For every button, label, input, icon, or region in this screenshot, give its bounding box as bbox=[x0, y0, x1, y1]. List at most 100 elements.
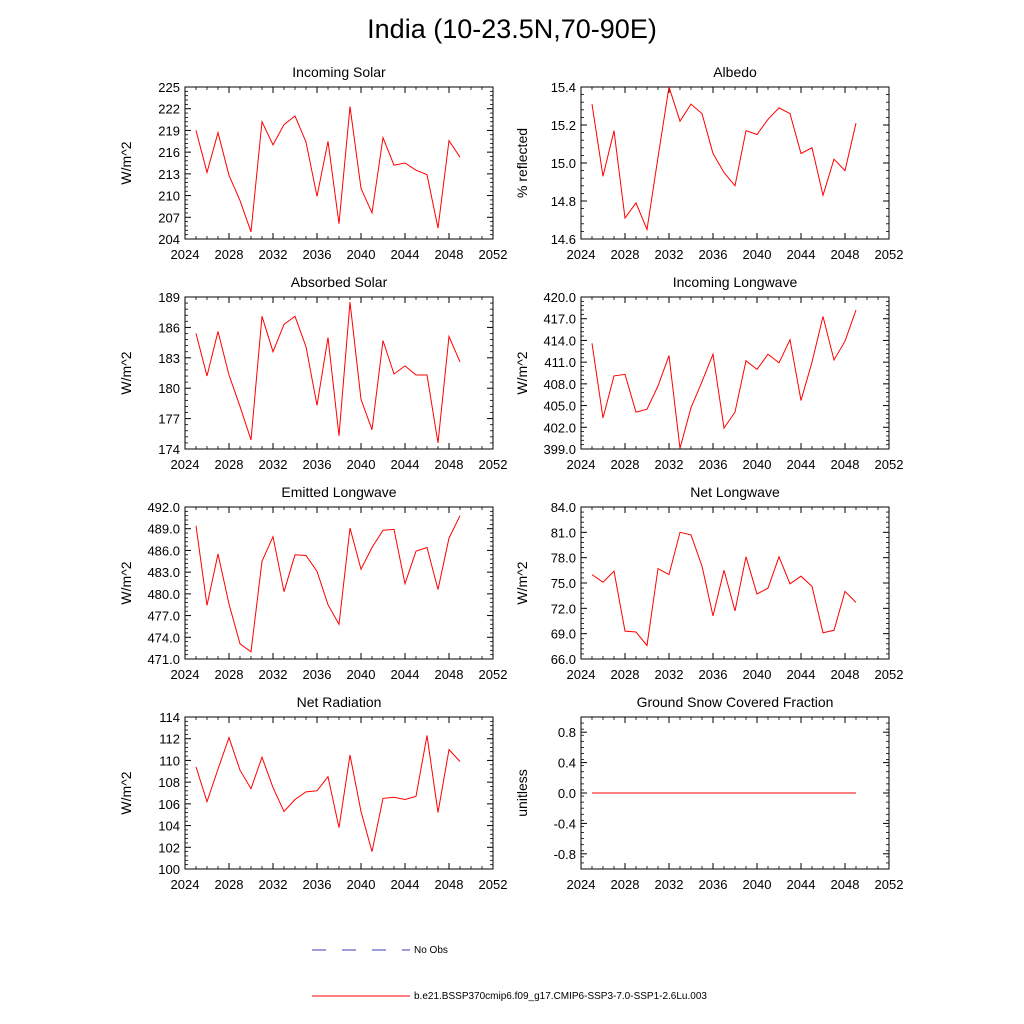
panel-net-longwave: Net Longwave W/m^2 2024 2028 2032 2036 2040 204… bbox=[514, 484, 903, 682]
x-tick-label: 2052 bbox=[479, 877, 508, 892]
y-tick-label: 210 bbox=[158, 189, 180, 204]
y-tick-label: 108 bbox=[158, 775, 180, 790]
y-tick-label: 100 bbox=[158, 862, 180, 877]
x-tick-label: 2036 bbox=[303, 667, 332, 682]
y-tick-label: 15.0 bbox=[551, 156, 576, 171]
x-tick-label: 2048 bbox=[831, 877, 860, 892]
x-tick-label: 2032 bbox=[655, 877, 684, 892]
x-tick-label: 2028 bbox=[611, 667, 640, 682]
y-tick-label: 75.0 bbox=[551, 576, 576, 591]
plot-frame bbox=[580, 506, 890, 660]
x-tick-label: 2048 bbox=[435, 457, 464, 472]
x-tick-label: 2044 bbox=[391, 877, 420, 892]
x-tick-label: 2040 bbox=[743, 247, 772, 262]
y-tick-label: 486.0 bbox=[147, 543, 180, 558]
y-tick-label: 84.0 bbox=[551, 500, 576, 515]
legend-obs: No Obs bbox=[310, 942, 448, 958]
y-tick-label: 408.0 bbox=[543, 377, 576, 392]
y-tick-label: -0.8 bbox=[554, 847, 576, 862]
y-axis-label: W/m^2 bbox=[514, 561, 530, 604]
y-tick-label: 492.0 bbox=[147, 500, 180, 515]
panel-net-radiation: Net Radiation W/m^2 2024 2028 2032 2036 2040 20… bbox=[118, 694, 507, 892]
panel-absorbed-solar: Absorbed Solar W/m^2 2024 2028 2032 2036 2040 2… bbox=[118, 274, 507, 472]
y-tick-label: 417.0 bbox=[543, 312, 576, 327]
legend-obs-swatch bbox=[312, 949, 410, 951]
y-tick-label: 81.0 bbox=[551, 525, 576, 540]
y-axis-label: % reflected bbox=[514, 128, 530, 198]
panel-emitted-longwave: Emitted Longwave W/m^2 2024 2028 2032 2036 204… bbox=[118, 484, 507, 682]
y-tick-label: 66.0 bbox=[551, 652, 576, 667]
y-tick-label: 183 bbox=[158, 351, 180, 366]
y-axis-label: W/m^2 bbox=[118, 351, 134, 394]
y-tick-label: 78.0 bbox=[551, 551, 576, 566]
panel-title: Net Longwave bbox=[690, 484, 780, 500]
y-tick-label: 480.0 bbox=[147, 587, 180, 602]
x-tick-label: 2028 bbox=[611, 247, 640, 262]
y-tick-label: 15.4 bbox=[551, 80, 576, 95]
x-tick-label: 2044 bbox=[787, 457, 816, 472]
x-tick-label: 2048 bbox=[435, 247, 464, 262]
main-title: India (10-23.5N,70-90E) bbox=[367, 14, 657, 44]
y-tick-label: 189 bbox=[158, 290, 180, 305]
x-tick-label: 2032 bbox=[259, 877, 288, 892]
y-tick-label: -0.4 bbox=[554, 816, 576, 831]
panel-incoming-solar: Incoming Solar W/m^2 2024 2028 2032 2036 2040 2… bbox=[118, 64, 507, 262]
panel-title: Incoming Longwave bbox=[673, 274, 798, 290]
y-tick-label: 69.0 bbox=[551, 627, 576, 642]
x-tick-label: 2032 bbox=[655, 667, 684, 682]
x-tick-label: 2036 bbox=[303, 247, 332, 262]
y-tick-label: 402.0 bbox=[543, 420, 576, 435]
y-tick-label: 72.0 bbox=[551, 601, 576, 616]
x-tick-label: 2052 bbox=[479, 247, 508, 262]
y-tick-label: 15.2 bbox=[551, 118, 576, 133]
panel-albedo: Albedo % reflected 2024 2028 2032 2036 2040 204… bbox=[514, 64, 903, 262]
x-tick-label: 2032 bbox=[655, 247, 684, 262]
y-tick-label: 14.8 bbox=[551, 194, 576, 209]
y-tick-label: 219 bbox=[158, 123, 180, 138]
x-tick-label: 2024 bbox=[567, 247, 596, 262]
y-axis-label: W/m^2 bbox=[514, 351, 530, 394]
x-tick-label: 2052 bbox=[479, 667, 508, 682]
x-tick-label: 2040 bbox=[347, 457, 376, 472]
panel-title: Emitted Longwave bbox=[281, 484, 396, 500]
x-tick-label: 2044 bbox=[391, 457, 420, 472]
x-tick-label: 2036 bbox=[699, 877, 728, 892]
x-tick-label: 2040 bbox=[347, 877, 376, 892]
x-tick-label: 2044 bbox=[787, 667, 816, 682]
y-axis-label: W/m^2 bbox=[118, 141, 134, 184]
x-tick-label: 2028 bbox=[215, 247, 244, 262]
x-tick-label: 2036 bbox=[303, 457, 332, 472]
y-tick-label: 489.0 bbox=[147, 522, 180, 537]
x-tick-label: 2052 bbox=[875, 457, 904, 472]
x-tick-label: 2036 bbox=[303, 877, 332, 892]
plot-frame bbox=[580, 86, 890, 240]
x-tick-label: 2024 bbox=[567, 457, 596, 472]
x-tick-label: 2036 bbox=[699, 667, 728, 682]
series-line bbox=[195, 515, 461, 653]
y-tick-label: 222 bbox=[158, 102, 180, 117]
plot-frame bbox=[184, 296, 494, 450]
legend-model-swatch bbox=[312, 995, 410, 997]
y-tick-label: 474.0 bbox=[147, 630, 180, 645]
y-axis-label: W/m^2 bbox=[118, 561, 134, 604]
x-tick-label: 2028 bbox=[611, 877, 640, 892]
x-tick-label: 2024 bbox=[567, 667, 596, 682]
x-tick-label: 2024 bbox=[171, 457, 200, 472]
panel-title: Incoming Solar bbox=[292, 64, 386, 80]
y-tick-label: 106 bbox=[158, 797, 180, 812]
panel-title: Ground Snow Covered Fraction bbox=[637, 694, 834, 710]
x-tick-label: 2048 bbox=[831, 667, 860, 682]
y-tick-label: 420.0 bbox=[543, 290, 576, 305]
series-line bbox=[195, 735, 461, 852]
y-tick-label: 110 bbox=[159, 753, 180, 768]
plot-frame bbox=[184, 506, 494, 660]
x-tick-label: 2052 bbox=[875, 877, 904, 892]
x-tick-label: 2052 bbox=[875, 667, 904, 682]
x-tick-label: 2040 bbox=[743, 457, 772, 472]
y-tick-label: 414.0 bbox=[543, 333, 576, 348]
y-tick-label: 213 bbox=[158, 167, 180, 182]
plot-frame bbox=[184, 716, 494, 870]
x-tick-label: 2028 bbox=[215, 877, 244, 892]
x-tick-label: 2048 bbox=[831, 247, 860, 262]
